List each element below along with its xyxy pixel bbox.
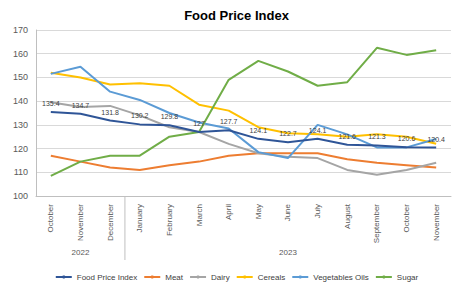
svg-text:2023: 2023	[279, 248, 297, 257]
svg-text:June: June	[283, 203, 292, 221]
svg-text:131.8: 131.8	[101, 109, 119, 116]
svg-text:120.4: 120.4	[427, 136, 445, 143]
svg-text:March: March	[195, 204, 204, 226]
svg-text:December: December	[106, 204, 115, 241]
svg-text:127.7: 127.7	[220, 118, 238, 125]
svg-text:May: May	[254, 204, 263, 219]
svg-text:100: 100	[13, 191, 28, 201]
svg-text:120: 120	[13, 144, 28, 154]
svg-text:November: November	[76, 204, 85, 241]
svg-text:August: August	[343, 203, 352, 229]
svg-text:170: 170	[13, 25, 28, 35]
svg-text:September: September	[372, 204, 381, 243]
svg-text:October: October	[46, 204, 55, 233]
svg-text:134.7: 134.7	[72, 102, 90, 109]
svg-text:November: November	[432, 204, 441, 241]
svg-text:160: 160	[13, 49, 28, 59]
svg-text:2022: 2022	[72, 248, 90, 257]
svg-text:121.3: 121.3	[368, 133, 386, 140]
svg-text:Food Price Index: Food Price Index	[77, 273, 137, 282]
svg-text:135.4: 135.4	[42, 100, 60, 107]
svg-text:122.7: 122.7	[279, 130, 297, 137]
svg-text:Meat: Meat	[165, 273, 184, 282]
svg-text:Cereals: Cereals	[258, 273, 286, 282]
svg-text:Sugar: Sugar	[397, 273, 419, 282]
svg-text:Dairy: Dairy	[211, 273, 230, 282]
svg-text:April: April	[224, 204, 233, 220]
svg-text:October: October	[402, 204, 411, 233]
svg-text:Food Price Index: Food Price Index	[184, 8, 290, 23]
svg-text:140: 140	[13, 96, 28, 106]
svg-text:124.1: 124.1	[250, 127, 268, 134]
svg-text:February: February	[165, 204, 174, 236]
svg-text:July: July	[313, 204, 322, 218]
svg-text:121.6: 121.6	[338, 133, 356, 140]
svg-text:150: 150	[13, 72, 28, 82]
svg-text:120.6: 120.6	[398, 135, 416, 142]
svg-text:Vegetables Oils: Vegetables Oils	[313, 273, 369, 282]
svg-text:124.1: 124.1	[309, 127, 327, 134]
svg-text:January: January	[135, 204, 144, 232]
svg-text:129.8: 129.8	[161, 113, 179, 120]
svg-text:110: 110	[14, 167, 28, 177]
svg-text:127: 127	[193, 120, 205, 127]
svg-text:130: 130	[13, 120, 28, 130]
svg-text:130.2: 130.2	[131, 112, 149, 119]
